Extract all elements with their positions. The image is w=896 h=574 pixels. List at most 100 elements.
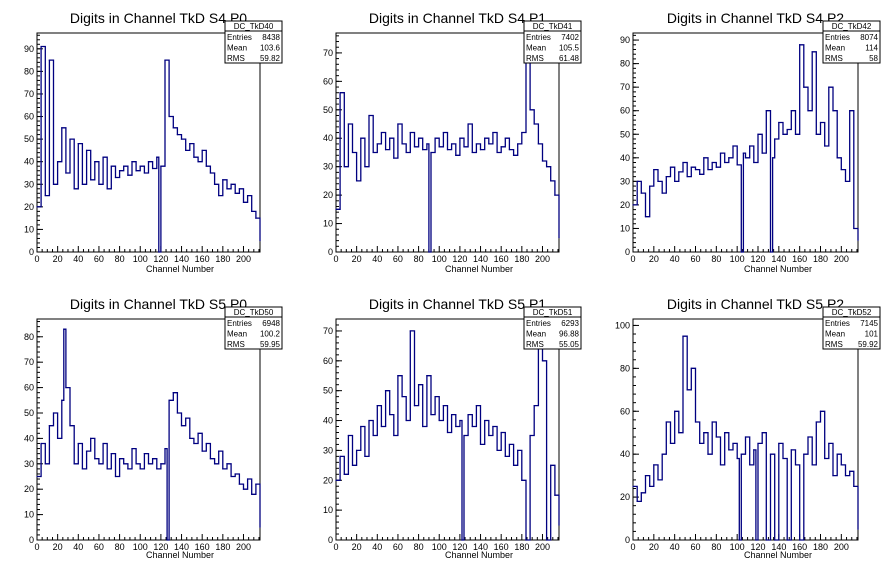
stats-value: 59.92 — [858, 340, 879, 349]
x-tick-label: 0 — [34, 542, 39, 552]
stats-box — [224, 20, 283, 64]
x-tick-label: 20 — [352, 542, 362, 552]
data-point — [504, 137, 506, 139]
data-point — [558, 524, 560, 526]
x-tick-label: 140 — [473, 254, 488, 264]
stats-key: Mean — [526, 44, 546, 53]
x-tick-label: 200 — [834, 542, 849, 552]
data-point — [665, 176, 667, 178]
data-point — [836, 157, 838, 159]
stats-key: Entries — [825, 319, 850, 328]
data-point — [401, 396, 403, 398]
data-point — [209, 172, 212, 174]
x-tick-label: 40 — [73, 254, 83, 264]
data-point — [81, 183, 84, 185]
data-point — [840, 168, 842, 171]
y-tick-label: 70 — [24, 357, 34, 367]
data-point — [461, 539, 463, 541]
data-point — [455, 425, 457, 428]
data-point — [665, 421, 667, 423]
data-point — [380, 425, 383, 428]
data-point — [44, 463, 46, 465]
stats-key: RMS — [227, 340, 245, 349]
y-tick-label: 50 — [323, 386, 333, 396]
data-point — [541, 360, 544, 362]
data-point — [180, 138, 183, 140]
data-point — [185, 149, 187, 152]
x-tick-label: 180 — [813, 254, 828, 264]
data-point — [40, 442, 42, 445]
data-point — [459, 419, 461, 422]
data-point — [636, 180, 638, 182]
data-point — [201, 450, 203, 452]
x-tick-label: 40 — [670, 254, 680, 264]
data-point — [533, 123, 535, 125]
data-point — [790, 449, 792, 451]
data-point — [492, 425, 494, 428]
data-point — [40, 45, 42, 48]
stats-key: Entries — [227, 33, 252, 42]
data-point — [238, 483, 240, 485]
series-line — [336, 52, 560, 253]
data-point — [844, 475, 847, 477]
data-point — [251, 493, 253, 495]
x-tick-label: 140 — [771, 542, 786, 552]
stats-name: DC_TkD51 — [533, 308, 573, 317]
data-point — [85, 450, 88, 452]
data-point — [824, 145, 826, 147]
data-point — [413, 146, 416, 148]
data-point — [106, 468, 108, 470]
data-point — [640, 492, 642, 494]
y-tick-label: 70 — [620, 82, 630, 92]
x-tick-label: 160 — [494, 542, 509, 552]
x-tick-label: 100 — [133, 254, 148, 264]
data-point — [61, 399, 63, 401]
stats-box — [523, 20, 582, 64]
data-point — [790, 110, 792, 112]
data-point — [218, 450, 220, 452]
data-point — [554, 194, 556, 196]
data-point — [110, 453, 112, 455]
x-tick-label: 100 — [432, 254, 447, 264]
data-point — [356, 449, 358, 452]
data-point — [757, 133, 759, 135]
y-tick-label: 20 — [24, 484, 34, 494]
data-point — [213, 463, 216, 465]
data-point — [36, 475, 38, 478]
plot-frame — [36, 318, 261, 541]
data-point — [77, 442, 79, 445]
data-point — [774, 539, 776, 541]
data-point — [172, 392, 174, 394]
stats-key: Mean — [825, 330, 845, 339]
data-point — [678, 171, 680, 173]
data-point — [649, 485, 651, 487]
x-tick-label: 20 — [649, 542, 659, 552]
data-point — [442, 131, 444, 134]
data-point — [521, 479, 523, 481]
data-point — [61, 127, 63, 129]
data-point — [446, 431, 449, 434]
data-point — [853, 227, 855, 230]
data-point — [682, 335, 684, 337]
data-point — [127, 468, 129, 470]
data-point — [828, 442, 830, 445]
data-point — [644, 216, 647, 218]
data-point — [405, 419, 407, 422]
data-point — [794, 464, 797, 466]
data-point — [127, 174, 129, 176]
data-point — [732, 145, 734, 147]
data-point — [168, 115, 170, 118]
data-point — [479, 149, 482, 151]
data-point — [678, 432, 680, 434]
data-point — [166, 539, 168, 541]
data-point — [740, 251, 742, 253]
data-point — [397, 375, 399, 377]
x-tick-label: 0 — [333, 542, 338, 552]
x-tick-label: 140 — [473, 542, 488, 552]
data-point — [218, 194, 220, 197]
data-point — [517, 143, 519, 145]
data-point — [189, 143, 191, 145]
x-tick-label: 120 — [452, 254, 467, 264]
data-point — [428, 251, 430, 253]
y-tick-label: 60 — [24, 383, 34, 393]
